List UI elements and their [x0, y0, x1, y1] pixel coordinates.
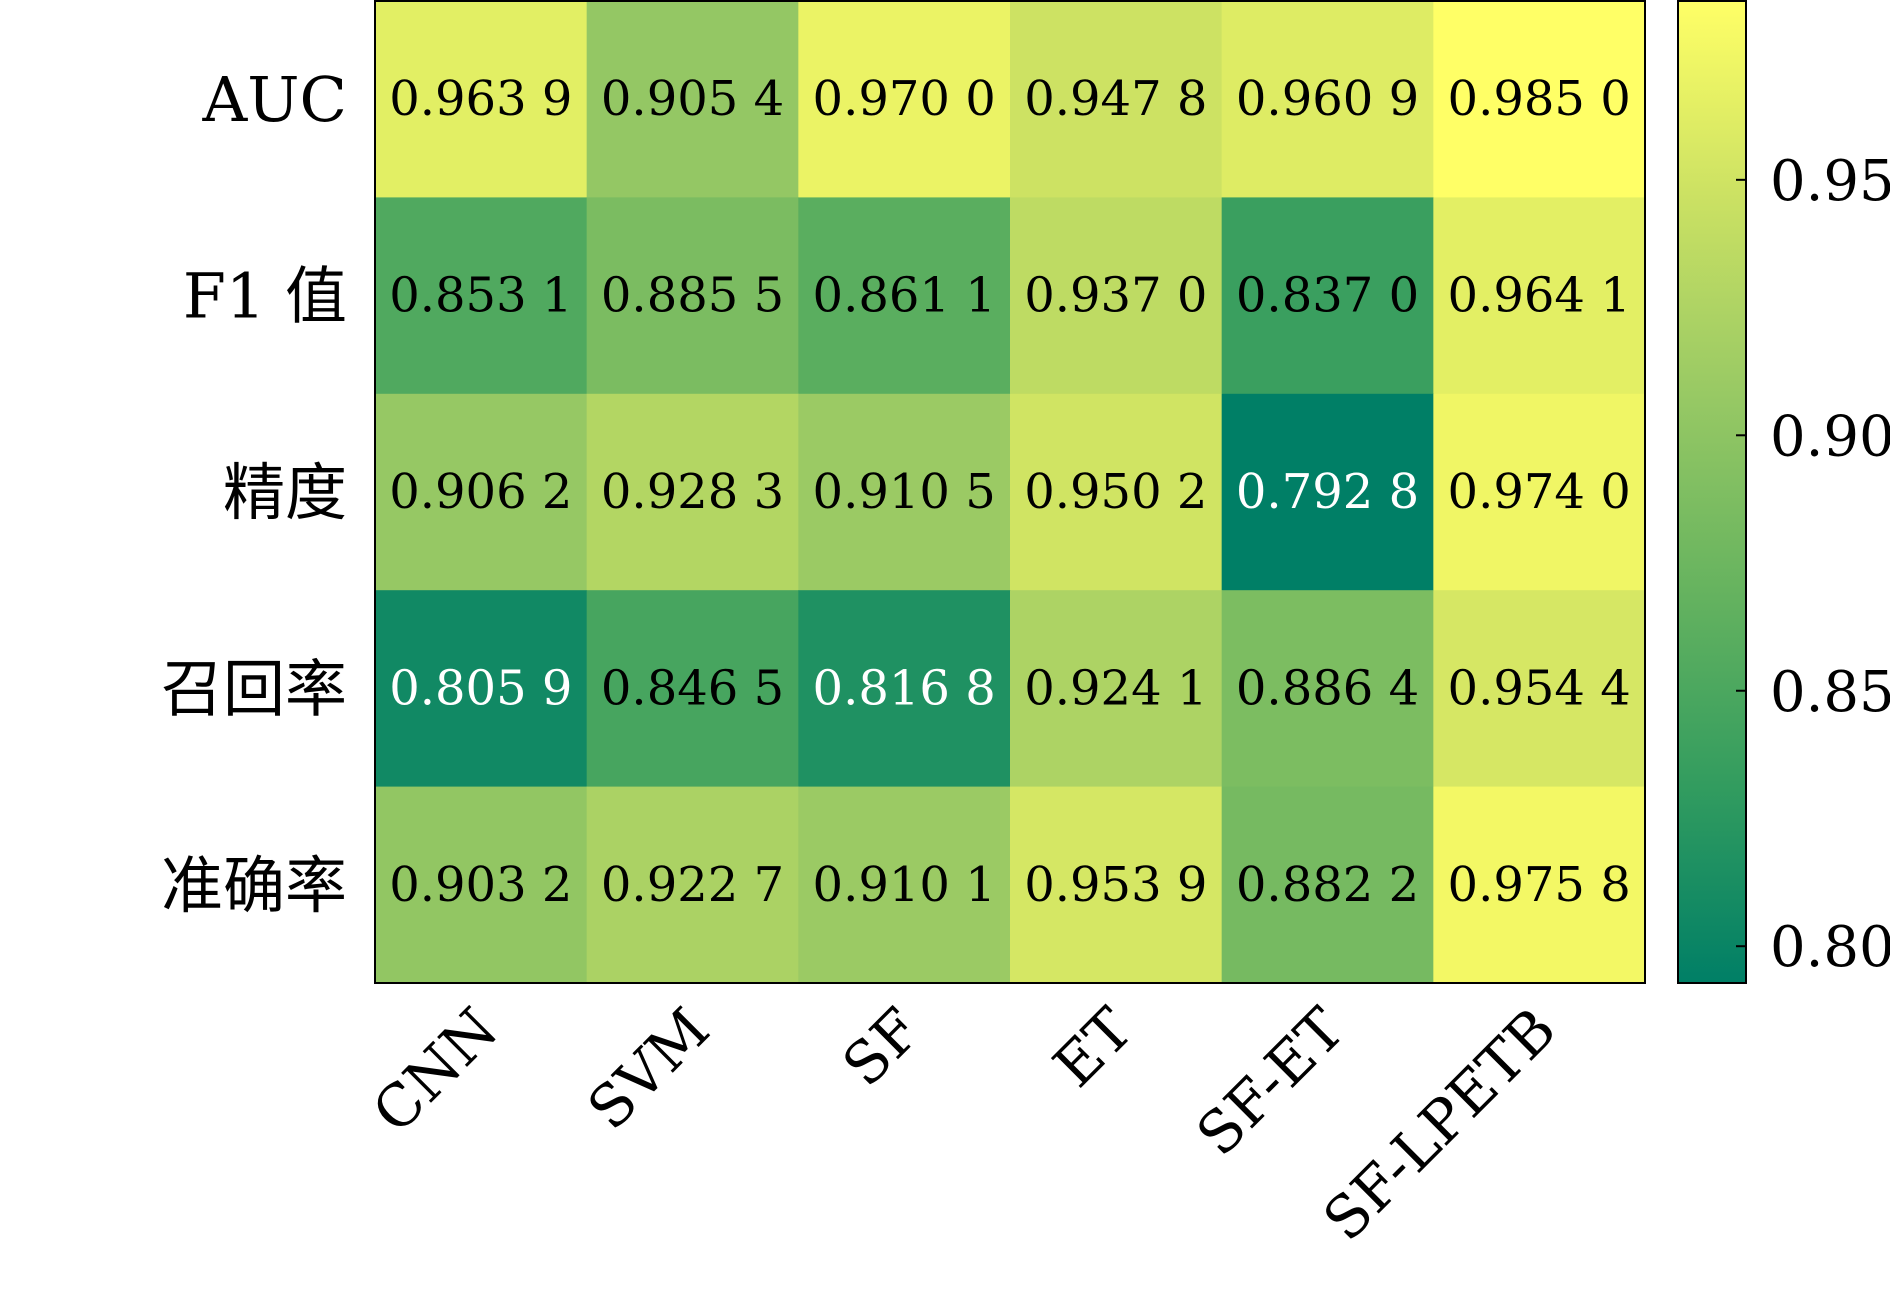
cell-value-label: 0.960 9	[1236, 71, 1419, 127]
cell-value-label: 0.882 2	[1236, 857, 1419, 913]
cell-value-label: 0.905 4	[601, 71, 784, 127]
x-tick-label: SF-LPETB	[1310, 995, 1569, 1254]
heatmap-cell	[798, 590, 1011, 788]
cell-value-label: 0.885 5	[601, 268, 784, 324]
cell-value-label: 0.910 5	[813, 464, 996, 520]
heatmap-cell	[375, 786, 588, 984]
cell-value-label: 0.963 9	[389, 71, 572, 127]
colorbar-tick-label: 0.95	[1770, 149, 1890, 214]
colorbar-tick-label: 0.90	[1770, 404, 1890, 469]
heatmap-cell-labels: 0.963 9 0.905 4 0.970 0 0.947 8 0.960 9 0.985…	[389, 71, 1631, 913]
cell-value-label: 0.950 2	[1024, 464, 1207, 520]
heatmap-cell	[1433, 197, 1646, 395]
heatmap-cell	[798, 1, 1011, 198]
heatmap-cell	[586, 197, 799, 395]
heatmap-cell	[1221, 393, 1434, 591]
heatmap-cell	[375, 197, 588, 395]
cell-value-label: 0.903 2	[389, 857, 572, 913]
heatmap-cell	[1221, 590, 1434, 788]
heatmap-cell	[586, 1, 799, 198]
cell-value-label: 0.970 0	[813, 71, 996, 127]
cell-value-label: 0.837 0	[1236, 268, 1419, 324]
cell-value-label: 0.910 1	[813, 857, 996, 913]
heatmap-cell	[1221, 1, 1434, 198]
heatmap-cell	[1221, 197, 1434, 395]
heatmap-cell	[1433, 1, 1646, 198]
cell-value-label: 0.805 9	[389, 660, 572, 716]
heatmap-cell	[1010, 786, 1223, 984]
x-tick-label: ET	[1040, 995, 1146, 1101]
heatmap-cell	[1433, 393, 1646, 591]
cell-value-label: 0.953 9	[1024, 857, 1207, 913]
heatmap-cell	[1010, 197, 1223, 395]
x-tick-label: CNN	[359, 995, 510, 1146]
heatmap-cell	[375, 590, 588, 788]
y-tick-label: AUC	[202, 63, 347, 136]
heatmap-cell	[586, 786, 799, 984]
cell-value-label: 0.886 4	[1236, 660, 1419, 716]
cell-value-label: 0.922 7	[601, 857, 784, 913]
y-tick-label: 召回率	[161, 652, 347, 725]
heatmap-cells	[375, 1, 1646, 984]
colorbar-tick-label: 0.80	[1770, 915, 1890, 980]
cell-value-label: 0.906 2	[389, 464, 572, 520]
cell-value-label: 0.853 1	[389, 268, 572, 324]
y-tick-label: F1 值	[183, 260, 347, 333]
heatmap-cell	[1010, 1, 1223, 198]
cell-value-label: 0.937 0	[1024, 268, 1207, 324]
x-tick-label: SF-ET	[1183, 995, 1357, 1169]
heatmap-cell	[586, 393, 799, 591]
heatmap-cell	[1010, 590, 1223, 788]
cell-value-label: 0.792 8	[1236, 464, 1419, 520]
cell-value-label: 0.954 4	[1448, 660, 1631, 716]
heatmap-cell	[798, 393, 1011, 591]
y-tick-label: 准确率	[161, 849, 347, 922]
heatmap-cell	[586, 590, 799, 788]
y-tick-label: 精度	[223, 456, 347, 529]
cell-value-label: 0.861 1	[813, 268, 996, 324]
colorbar-tick-label: 0.85	[1770, 660, 1890, 725]
heatmap-cell	[1433, 786, 1646, 984]
x-tick-label: SVM	[575, 995, 723, 1143]
colorbar	[1677, 0, 1747, 984]
cell-value-label: 0.947 8	[1024, 71, 1207, 127]
cell-value-label: 0.928 3	[601, 464, 784, 520]
cell-value-label: 0.964 1	[1448, 268, 1631, 324]
cell-value-label: 0.975 8	[1448, 857, 1631, 913]
heatmap-frame	[374, 0, 1646, 984]
cell-value-label: 0.846 5	[601, 660, 784, 716]
heatmap-cell	[798, 786, 1011, 984]
cell-value-label: 0.974 0	[1448, 464, 1631, 520]
cell-value-label: 0.816 8	[813, 660, 996, 716]
heatmap-cell	[375, 1, 588, 198]
heatmap-cell	[375, 393, 588, 591]
heatmap-cell	[1433, 590, 1646, 788]
heatmap-cell	[1221, 786, 1434, 984]
cell-value-label: 0.924 1	[1024, 660, 1207, 716]
heatmap-cell	[1010, 393, 1223, 591]
colorbar-ticks: 0.80 0.85 0.90 0.95	[1736, 149, 1890, 980]
x-tick-label: SF	[829, 995, 934, 1100]
heatmap-cell	[798, 197, 1011, 395]
cell-value-label: 0.985 0	[1448, 71, 1631, 127]
